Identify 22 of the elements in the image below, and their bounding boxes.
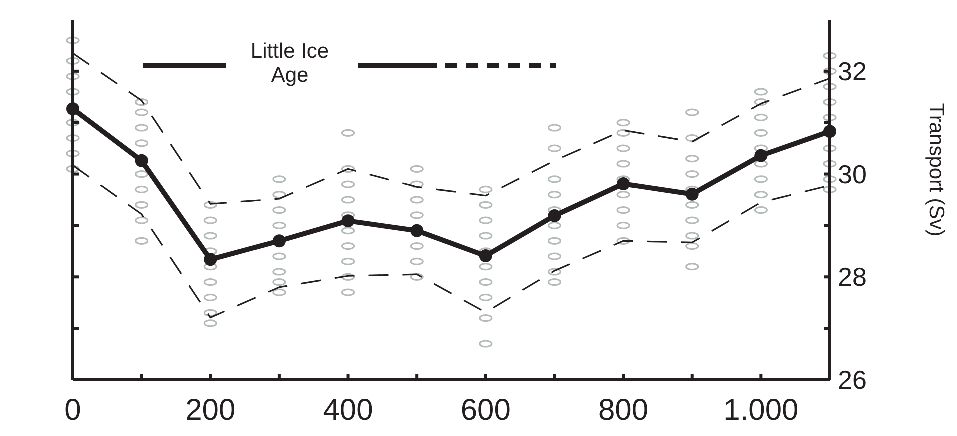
y-tick-label: 28: [838, 262, 867, 292]
x-tick-label: 1.000: [724, 394, 799, 427]
point: [272, 234, 286, 248]
point: [204, 253, 218, 266]
point: [410, 224, 424, 238]
y-tick-label: 26: [838, 365, 867, 395]
annotation: Little Ice Age: [250, 40, 330, 87]
x-tick-label: 200: [186, 394, 236, 427]
point: [135, 154, 148, 168]
x-tick-label: 0: [64, 394, 82, 427]
point: [617, 178, 630, 191]
x-tick-label: 800: [598, 394, 649, 427]
x-tick-label: 400: [323, 394, 374, 427]
point: [754, 149, 768, 162]
point: [479, 250, 492, 263]
y-tick-label: 30: [838, 159, 867, 190]
y-axis-title: Transport (Sv): [925, 103, 948, 237]
x-tick-label: 600: [460, 394, 511, 427]
point: [686, 188, 699, 201]
y-tick-label: 32: [838, 56, 867, 86]
point: [342, 214, 355, 228]
point: [548, 209, 562, 222]
